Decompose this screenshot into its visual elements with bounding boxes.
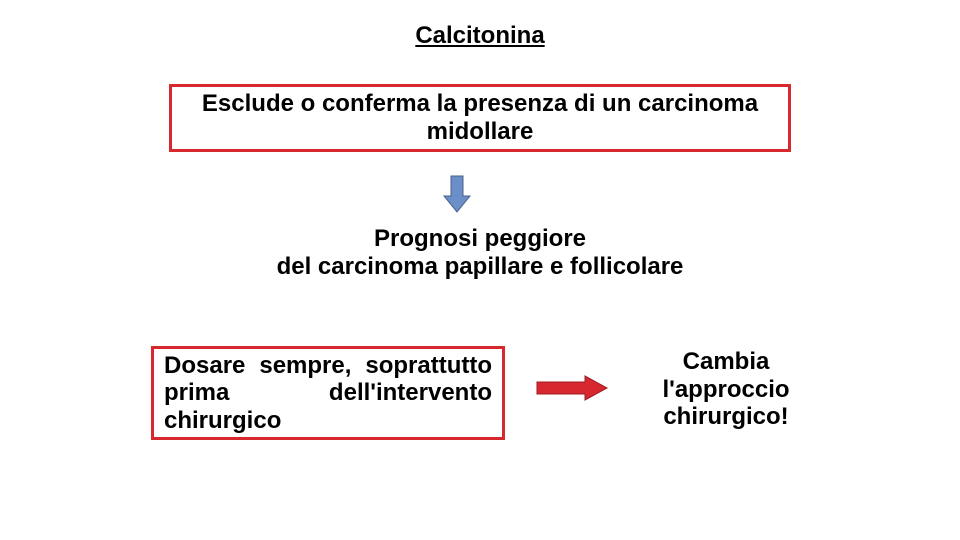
box-esclude-text: Esclude o conferma la presenza di un car…: [172, 90, 788, 145]
box-dosare-line3: chirurgico: [164, 407, 492, 435]
box-dosare-line1: Dosare sempre, soprattutto: [164, 352, 492, 380]
text-prognosi: Prognosi peggiore del carcinoma papillar…: [0, 225, 960, 280]
arrow-right-icon: [535, 375, 609, 401]
box-dosare-line2: prima dell'intervento: [164, 379, 492, 407]
box-dosare: Dosare sempre, soprattutto prima dell'in…: [151, 346, 505, 440]
text-cambia: Cambia l'approccio chirurgico!: [634, 348, 818, 431]
box-esclude: Esclude o conferma la presenza di un car…: [169, 84, 791, 152]
slide-title: Calcitonina: [0, 22, 960, 50]
arrow-down-icon: [442, 174, 472, 214]
